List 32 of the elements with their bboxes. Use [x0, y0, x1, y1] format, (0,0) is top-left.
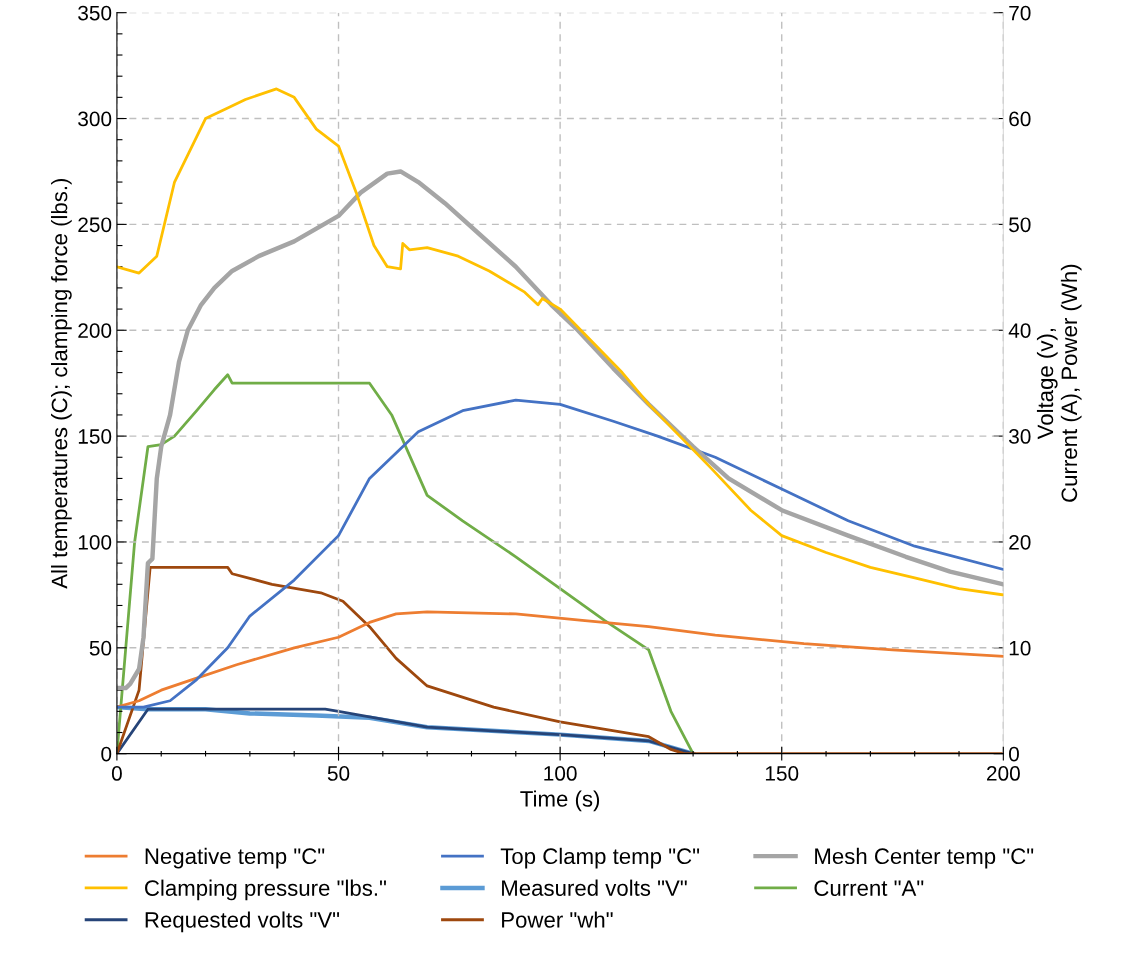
legend-label: Requested volts "V" [145, 911, 340, 933]
y2-tick-label: 20 [1009, 534, 1031, 550]
x-tick-label: 150 [765, 766, 799, 781]
y2-tick-label: 50 [1009, 217, 1031, 233]
y2-axis-title: Voltage (v), Current (A), Power (Wh) [1036, 264, 1082, 502]
y2-tick-label: 10 [1009, 640, 1031, 656]
legend-label: Mesh Center temp "C" [815, 847, 1034, 869]
x-tick-label: 100 [544, 766, 577, 781]
y-tick-label: 250 [78, 217, 112, 233]
y2-tick-label: 0 [1009, 746, 1019, 762]
y2-tick-label: 70 [1009, 5, 1031, 21]
y-tick-label: 100 [78, 534, 112, 550]
legend-label: Measured volts "V" [502, 879, 687, 896]
y-axis-title: All temperatures (C); clamping force (lbs.) [51, 178, 72, 589]
y-tick-label: 50 [89, 640, 112, 656]
y-tick-label: 150 [78, 429, 112, 444]
x-tick-label: 50 [327, 766, 350, 781]
y-tick-label: 200 [78, 323, 112, 338]
y2-tick-label: 40 [1008, 323, 1031, 338]
x-tick-label: 0 [111, 766, 122, 781]
y-tick-label: 0 [101, 746, 112, 762]
legend-label: Current "A" [814, 880, 924, 896]
x-tick-label: 200 [987, 766, 1020, 781]
legend-label: Power "wh" [502, 911, 613, 928]
y-tick-label: 350 [78, 5, 112, 21]
y2-tick-label: 60 [1009, 111, 1031, 127]
y2-tick-label: 30 [1009, 429, 1031, 444]
legend-label: Negative temp "C" [145, 847, 325, 869]
legend-label: Top Clamp temp "C" [500, 847, 700, 869]
y-tick-label: 300 [78, 111, 112, 127]
legend-label: Clamping pressure "lbs." [145, 879, 386, 901]
x-axis-title: Time (s) [520, 790, 600, 812]
